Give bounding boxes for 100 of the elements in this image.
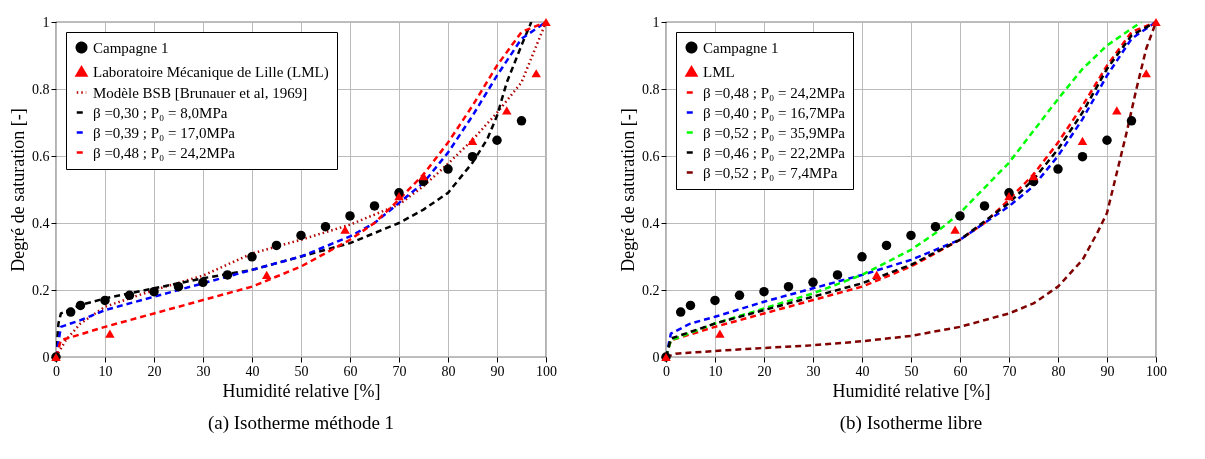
y-tick-label: 0 bbox=[42, 349, 50, 365]
x-tick-label: 60 bbox=[343, 363, 358, 379]
y-tick-label: 0.6 bbox=[32, 148, 50, 164]
y-tick-label: 1 bbox=[652, 14, 660, 30]
point bbox=[502, 106, 512, 115]
point bbox=[955, 211, 965, 221]
y-axis-title: Degré de saturation [-] bbox=[8, 108, 28, 272]
point bbox=[296, 230, 306, 241]
point bbox=[1112, 106, 1122, 115]
x-tick-label: 30 bbox=[806, 363, 821, 379]
point bbox=[1004, 192, 1014, 201]
y-tick-label: 1 bbox=[42, 14, 50, 30]
y-tick-label: 0.4 bbox=[32, 215, 50, 231]
y-tick-label: 0.8 bbox=[642, 81, 660, 97]
point bbox=[675, 307, 686, 317]
point bbox=[100, 295, 110, 306]
point bbox=[808, 277, 818, 288]
x-tick-label: 100 bbox=[1146, 363, 1167, 379]
y-tick-label: 0.2 bbox=[642, 282, 660, 298]
point bbox=[1077, 151, 1088, 162]
x-tick-label: 10 bbox=[708, 363, 723, 379]
point bbox=[715, 329, 725, 338]
point bbox=[1077, 136, 1088, 146]
point bbox=[734, 290, 745, 301]
point bbox=[247, 252, 257, 262]
x-tick-label: 70 bbox=[1002, 363, 1017, 379]
x-tick-label: 50 bbox=[294, 363, 309, 379]
legend-label: LML bbox=[703, 63, 735, 80]
legend-label: β =0,48 ; P₀ = 24,2MPa bbox=[93, 144, 236, 161]
point bbox=[198, 277, 208, 288]
text: (a) Isotherme méthode 1 bbox=[207, 412, 395, 434]
x-tick-label: 30 bbox=[196, 363, 211, 379]
x-tick-label: 60 bbox=[953, 363, 968, 379]
point bbox=[710, 295, 720, 306]
point bbox=[105, 329, 115, 338]
x-tick-label: 10 bbox=[98, 363, 113, 379]
point bbox=[950, 225, 960, 234]
point bbox=[418, 171, 429, 181]
x-tick-label: 20 bbox=[757, 363, 772, 379]
point bbox=[320, 221, 331, 232]
point bbox=[271, 240, 282, 251]
point bbox=[75, 300, 86, 311]
legend-label: β =0,48 ; P₀ = 24,2MPa bbox=[703, 84, 846, 101]
x-axis-title: Humidité relative [%] bbox=[222, 380, 381, 401]
point bbox=[930, 221, 941, 232]
legend-label: Modèle BSB [Brunauer et al, 1969] bbox=[93, 84, 308, 101]
legend-label: β =0,46 ; P₀ = 22,2MPa bbox=[703, 144, 846, 161]
legend-label: Laboratoire Mécanique de Lille (LML) bbox=[93, 63, 329, 81]
x-axis-title: Humidité relative [%] bbox=[832, 380, 991, 401]
point bbox=[531, 69, 541, 78]
x-tick-label: 0 bbox=[663, 363, 670, 379]
x-tick-label: 90 bbox=[490, 363, 505, 379]
x-tick-label: 20 bbox=[147, 363, 162, 379]
point bbox=[1126, 116, 1137, 126]
y-tick-label: 0.2 bbox=[32, 282, 50, 298]
legend-label: β =0,52 ; P₀ = 7,4MPa bbox=[703, 164, 838, 181]
point bbox=[516, 116, 527, 126]
point bbox=[492, 135, 502, 145]
point bbox=[1151, 17, 1161, 27]
text: (b) Isotherme libre bbox=[839, 412, 983, 434]
point bbox=[759, 286, 769, 297]
legend-label: Campagne 1 bbox=[703, 39, 779, 56]
point bbox=[906, 230, 916, 241]
legend-label: Campagne 1 bbox=[93, 39, 169, 56]
x-tick-label: 70 bbox=[392, 363, 407, 379]
point bbox=[685, 300, 696, 311]
point bbox=[857, 252, 867, 262]
legend-label: β =0,52 ; P₀ = 35,9MPa bbox=[703, 124, 846, 141]
point bbox=[979, 201, 990, 211]
point bbox=[832, 270, 843, 280]
point bbox=[1141, 69, 1151, 78]
point bbox=[340, 225, 350, 234]
point bbox=[394, 192, 404, 201]
y-tick-label: 0.8 bbox=[32, 81, 50, 97]
point bbox=[173, 281, 184, 292]
point bbox=[467, 151, 478, 162]
x-tick-label: 90 bbox=[1100, 363, 1115, 379]
legend-label: β =0,40 ; P₀ = 16,7MPa bbox=[703, 104, 846, 121]
y-tick-label: 0.4 bbox=[642, 215, 660, 231]
legend-label: β =0,30 ; P₀ = 8,0MPa bbox=[93, 104, 228, 121]
point bbox=[541, 17, 551, 27]
x-tick-label: 80 bbox=[1051, 363, 1066, 379]
point bbox=[345, 211, 355, 221]
point bbox=[1028, 171, 1039, 181]
point bbox=[149, 286, 159, 297]
x-tick-label: 80 bbox=[441, 363, 456, 379]
point bbox=[443, 164, 453, 174]
x-tick-label: 40 bbox=[855, 363, 870, 379]
point bbox=[369, 201, 380, 211]
point bbox=[1102, 135, 1112, 145]
x-tick-label: 100 bbox=[536, 363, 557, 379]
point bbox=[783, 281, 794, 292]
point bbox=[871, 270, 882, 280]
point bbox=[124, 290, 135, 301]
y-axis-title: Degré de saturation [-] bbox=[618, 108, 638, 272]
point bbox=[222, 270, 233, 280]
point bbox=[261, 270, 272, 280]
point bbox=[1053, 164, 1063, 174]
x-tick-label: 0 bbox=[53, 363, 60, 379]
point bbox=[881, 240, 892, 251]
